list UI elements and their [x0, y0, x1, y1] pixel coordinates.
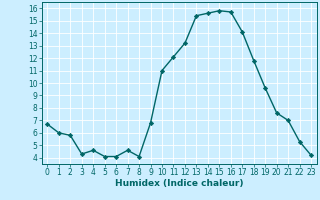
X-axis label: Humidex (Indice chaleur): Humidex (Indice chaleur) — [115, 179, 244, 188]
